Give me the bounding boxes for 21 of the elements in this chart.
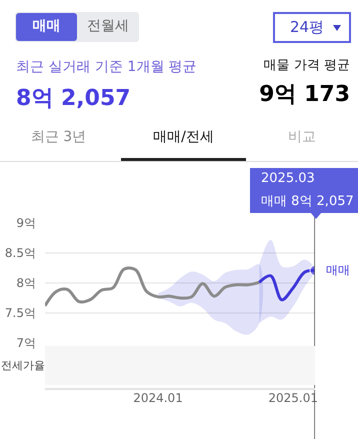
- text: 전세가율: [1, 358, 45, 373]
- line-series: [45, 266, 261, 308]
- text: 매물 가격 평균: [264, 57, 350, 74]
- y-tick-label: 9억: [16, 216, 36, 230]
- y-tick-label: 7.5억: [4, 306, 36, 320]
- text: 9억 173: [259, 81, 350, 109]
- text: 비교: [287, 128, 317, 146]
- y-tick-label: 8억: [16, 276, 36, 290]
- y-tick-label: 7억: [16, 336, 36, 350]
- x-tick-label: 2024.01: [133, 391, 183, 405]
- text: 매매 8억 2,057: [261, 193, 354, 210]
- text: 최근 실거래 기준 1개월 평균: [16, 58, 197, 76]
- series-label: 매매: [326, 263, 350, 277]
- text: 매매/전세: [152, 128, 215, 146]
- text: 24평: [290, 18, 324, 37]
- y-tick-label: 8.5억: [4, 246, 36, 260]
- text: 8억 2,057: [16, 85, 131, 113]
- text: 2025.03: [261, 171, 315, 186]
- text: 매매: [32, 17, 62, 35]
- text: 최근 3년: [30, 128, 88, 146]
- text: 전월세: [86, 17, 130, 35]
